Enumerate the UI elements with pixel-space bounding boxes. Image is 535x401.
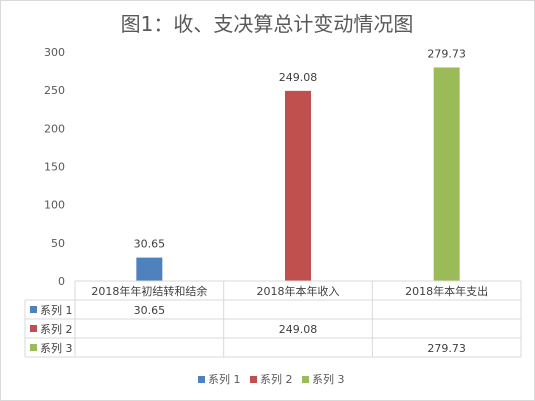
table-cell-value: 249.08 <box>279 323 318 336</box>
row-series-name: 系列 1 <box>40 303 73 317</box>
row-series-name: 系列 3 <box>40 341 73 355</box>
row-key-swatch <box>30 325 37 332</box>
category-label: 2018年年初结转和结余 <box>91 284 207 298</box>
data-label: 249.08 <box>279 71 318 84</box>
chart-title: 图1：收、支决算总计变动情况图 <box>121 12 414 36</box>
legend-swatch-2 <box>250 376 257 383</box>
y-tick-label: 300 <box>44 46 65 59</box>
y-tick-label: 200 <box>44 122 65 135</box>
y-axis: 0 50 100 150 200 250 300 <box>44 46 65 288</box>
legend: 系列 1 系列 2 系列 3 <box>198 372 345 386</box>
legend-swatch-1 <box>198 376 205 383</box>
y-tick-label: 50 <box>51 237 65 250</box>
legend-swatch-3 <box>302 376 309 383</box>
category-label: 2018年本年支出 <box>405 284 488 298</box>
bar-2 <box>285 90 311 282</box>
table-cell-value: 279.73 <box>427 342 466 355</box>
bars: 30.65 249.08 279.73 <box>134 47 466 282</box>
row-series-name: 系列 2 <box>40 322 73 336</box>
bar-3 <box>433 67 460 281</box>
row-key-swatch <box>30 344 37 351</box>
y-tick-label: 250 <box>44 84 65 97</box>
legend-label: 系列 1 <box>208 372 241 386</box>
bar-1 <box>136 257 163 281</box>
data-label: 279.73 <box>427 47 466 60</box>
data-label: 30.65 <box>134 238 166 251</box>
legend-label: 系列 2 <box>260 372 293 386</box>
category-label: 2018年本年收入 <box>257 284 340 298</box>
table-cell-value: 30.65 <box>134 304 166 317</box>
row-key-swatch <box>30 306 37 313</box>
y-tick-label: 150 <box>44 161 65 174</box>
y-tick-label: 0 <box>58 275 65 288</box>
y-tick-label: 100 <box>44 199 65 212</box>
legend-label: 系列 3 <box>312 372 345 386</box>
